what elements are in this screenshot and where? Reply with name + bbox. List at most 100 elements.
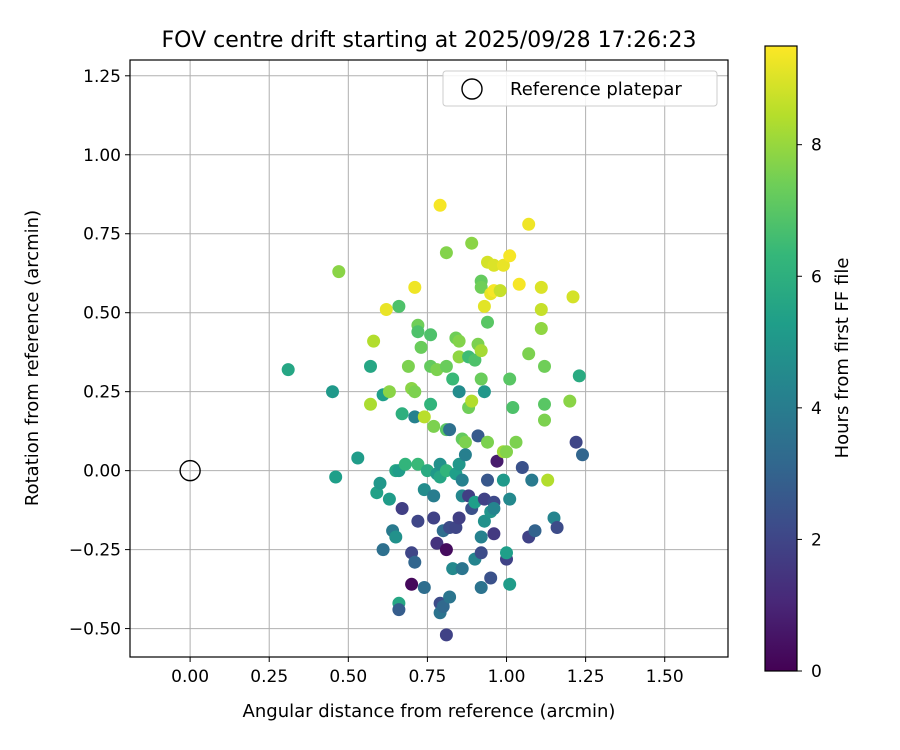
data-point	[439, 246, 453, 260]
data-point	[439, 359, 453, 373]
colorbar-tick-label: 4	[811, 399, 822, 419]
data-point	[452, 350, 466, 364]
data-point	[382, 492, 396, 506]
data-point	[534, 280, 548, 294]
data-point	[481, 315, 494, 329]
data-point	[541, 473, 555, 487]
colorbar-tick-label: 2	[811, 530, 822, 550]
data-point	[563, 394, 577, 408]
data-point	[417, 483, 431, 497]
data-point	[411, 325, 425, 339]
data-point	[515, 461, 529, 474]
y-axis: −0.50 −0.25 0.00 0.25 0.50 0.75 1.00 1.25	[69, 67, 130, 640]
data-point	[326, 385, 339, 399]
data-point	[538, 359, 551, 373]
data-point	[443, 423, 457, 437]
data-point	[550, 521, 564, 534]
data-point	[465, 394, 479, 408]
colorbar: 0 2 4 6 8 Hours from first FF file	[764, 45, 853, 682]
data-point	[528, 524, 542, 538]
data-point	[424, 397, 438, 411]
data-point	[405, 577, 419, 591]
data-point	[452, 385, 466, 399]
colorbar-tick-label: 8	[811, 136, 822, 156]
data-point	[427, 419, 441, 433]
data-point	[481, 435, 494, 449]
data-point	[484, 571, 498, 585]
plot-frame	[129, 59, 729, 658]
y-tick-label: 1.00	[83, 146, 121, 166]
x-tick-label: 0.00	[171, 667, 209, 687]
data-point	[395, 502, 409, 515]
y-tick-label: −0.25	[69, 541, 121, 561]
y-tick-label: −0.50	[69, 620, 121, 640]
y-tick-label: 0.00	[83, 462, 121, 482]
data-point	[503, 492, 517, 506]
x-axis-label: Angular distance from reference (arcmin)	[243, 701, 616, 722]
colorbar-label: Hours from first FF file	[832, 258, 853, 459]
data-point	[534, 322, 548, 335]
data-point	[465, 236, 479, 250]
colorbar-tick-label: 0	[811, 662, 822, 682]
data-point	[452, 511, 466, 525]
x-tick-label: 1.00	[488, 667, 526, 687]
data-point	[351, 451, 365, 465]
data-point	[455, 562, 469, 576]
data-point	[474, 372, 488, 386]
x-axis: 0.00 0.25 0.50 0.75 1.00 1.25 1.50	[171, 657, 684, 687]
x-tick-label: 0.75	[408, 667, 446, 687]
y-tick-label: 0.50	[83, 304, 121, 324]
chart-title: FOV centre drift starting at 2025/09/28 …	[162, 28, 697, 53]
y-axis-label: Rotation from reference (arcmin)	[22, 210, 43, 506]
data-point	[382, 385, 396, 399]
colorbar-ticks: 0 2 4 6 8	[797, 136, 822, 682]
data-point	[572, 369, 586, 383]
data-point	[452, 334, 466, 348]
data-point	[458, 448, 472, 462]
data-point	[522, 217, 536, 231]
colorbar-tick-label: 6	[811, 267, 822, 287]
data-point	[329, 470, 343, 484]
data-point	[427, 489, 441, 503]
data-point	[417, 581, 431, 594]
data-point	[458, 435, 472, 449]
data-point	[376, 543, 390, 557]
legend: Reference platepar	[442, 70, 718, 107]
data-point	[566, 290, 580, 304]
data-point	[477, 514, 491, 528]
data-point	[281, 363, 295, 377]
data-point	[389, 530, 403, 544]
reference-marker	[179, 459, 201, 482]
data-point	[379, 303, 393, 316]
data-point	[430, 536, 444, 550]
data-point	[408, 385, 422, 399]
data-point	[398, 457, 412, 471]
reference-point	[179, 459, 201, 482]
data-point	[401, 359, 415, 373]
data-point	[496, 473, 510, 487]
data-point	[500, 546, 513, 560]
data-point	[503, 372, 517, 386]
x-tick-label: 0.25	[250, 667, 288, 687]
data-point	[493, 284, 507, 298]
scatter-points	[281, 198, 589, 642]
data-point	[509, 435, 523, 449]
data-point	[439, 628, 453, 642]
data-point	[525, 473, 539, 487]
x-tick-label: 0.50	[329, 667, 367, 687]
data-point	[503, 249, 517, 263]
data-point	[512, 277, 526, 291]
data-point	[427, 511, 441, 525]
data-point	[487, 527, 501, 541]
data-point	[408, 410, 422, 424]
legend-reference-marker	[461, 78, 483, 100]
data-point	[487, 258, 501, 272]
data-point	[373, 476, 387, 490]
data-point	[522, 347, 536, 361]
data-point	[534, 303, 548, 316]
data-point	[474, 344, 488, 358]
data-point	[433, 198, 447, 212]
data-point	[364, 397, 377, 411]
data-point	[471, 429, 485, 443]
